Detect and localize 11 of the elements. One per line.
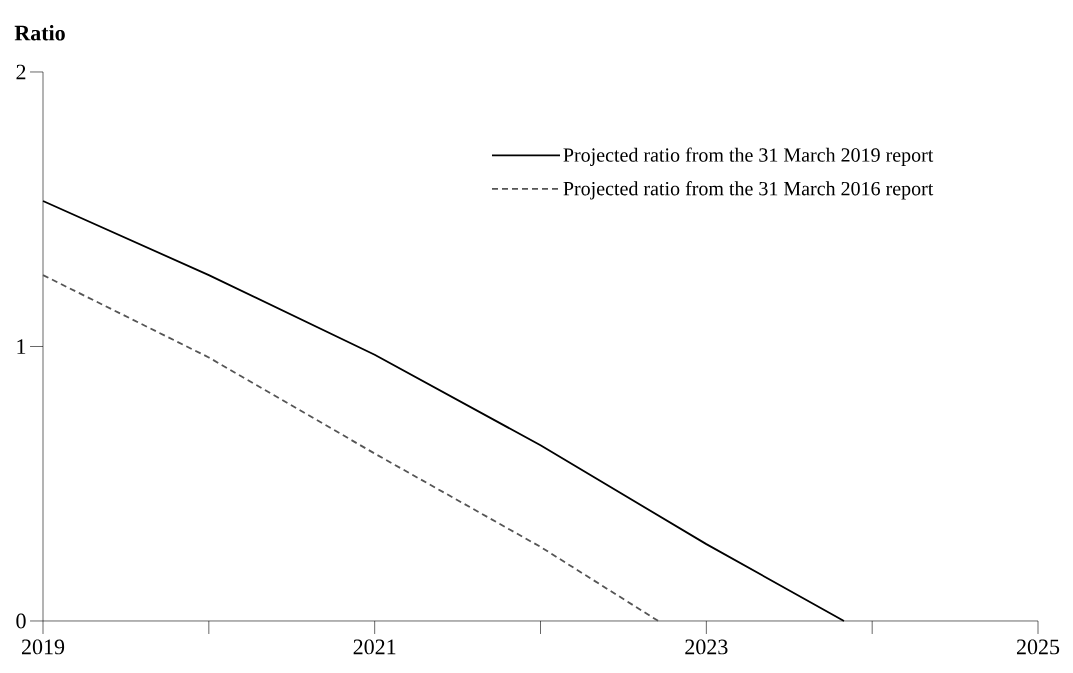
x-tick-label: 2019 bbox=[21, 639, 65, 655]
y-tick-label: 0 bbox=[16, 613, 26, 629]
legend-label: Projected ratio from the 31 March 2019 report bbox=[563, 147, 934, 166]
x-tick-label: 2023 bbox=[685, 639, 728, 655]
y-tick-label: 2 bbox=[16, 64, 26, 80]
y-tick-label: 1 bbox=[17, 339, 26, 354]
legend-label: Projected ratio from the 31 March 2016 report bbox=[563, 181, 934, 200]
x-tick-label: 2025 bbox=[1016, 639, 1060, 655]
x-tick-label: 2021 bbox=[353, 639, 396, 655]
line-series bbox=[42, 274, 660, 622]
y-axis-title: Ratio bbox=[14, 24, 65, 41]
